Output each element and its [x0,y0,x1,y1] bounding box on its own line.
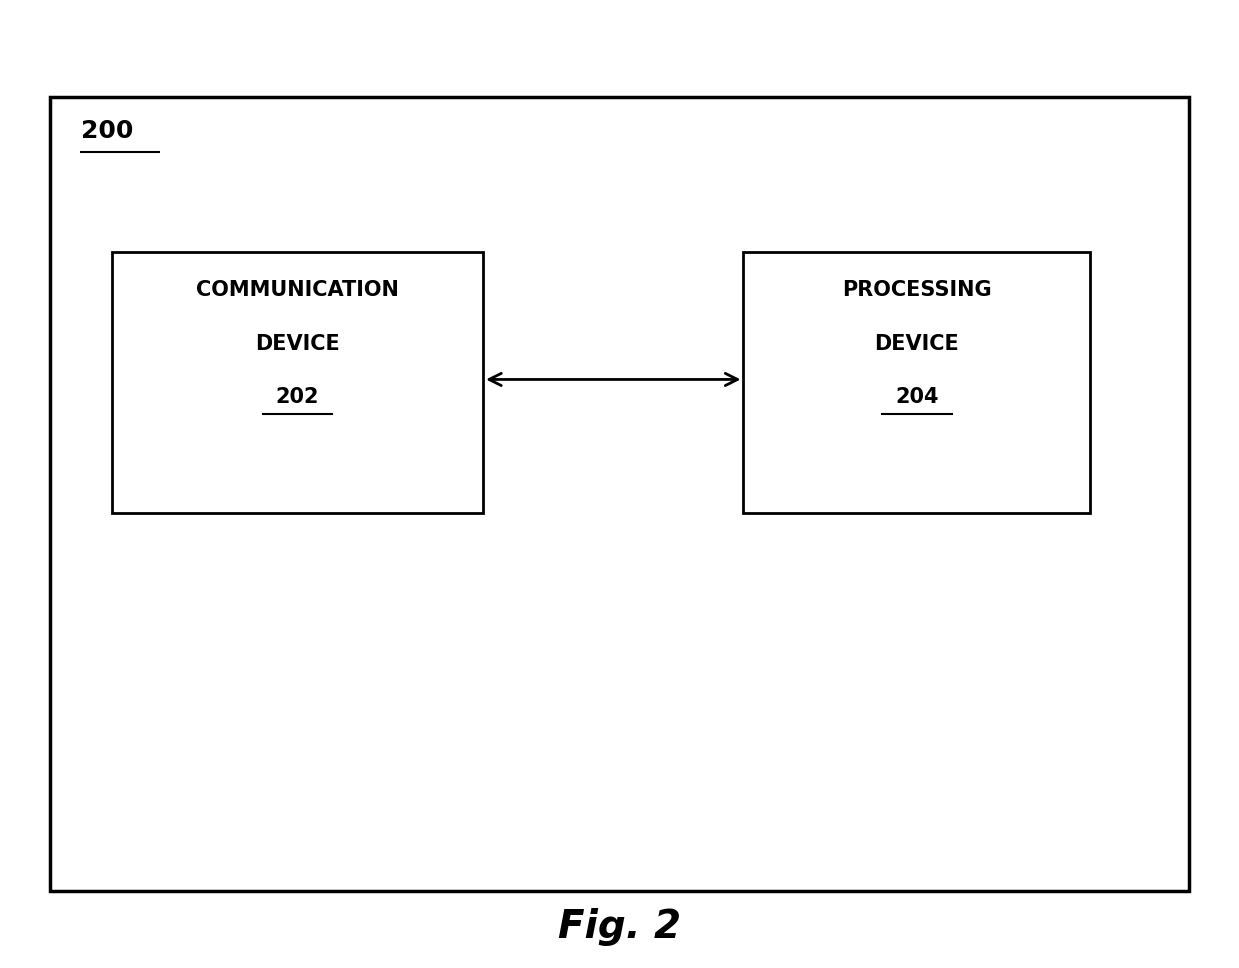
Text: Fig. 2: Fig. 2 [558,908,681,947]
FancyBboxPatch shape [112,252,483,513]
FancyBboxPatch shape [50,97,1189,891]
Text: DEVICE: DEVICE [255,334,339,353]
Text: DEVICE: DEVICE [875,334,959,353]
Text: COMMUNICATION: COMMUNICATION [196,281,399,300]
Text: 204: 204 [895,387,939,407]
Text: 200: 200 [81,119,133,142]
FancyBboxPatch shape [743,252,1090,513]
Text: 202: 202 [275,387,320,407]
Text: PROCESSING: PROCESSING [843,281,991,300]
